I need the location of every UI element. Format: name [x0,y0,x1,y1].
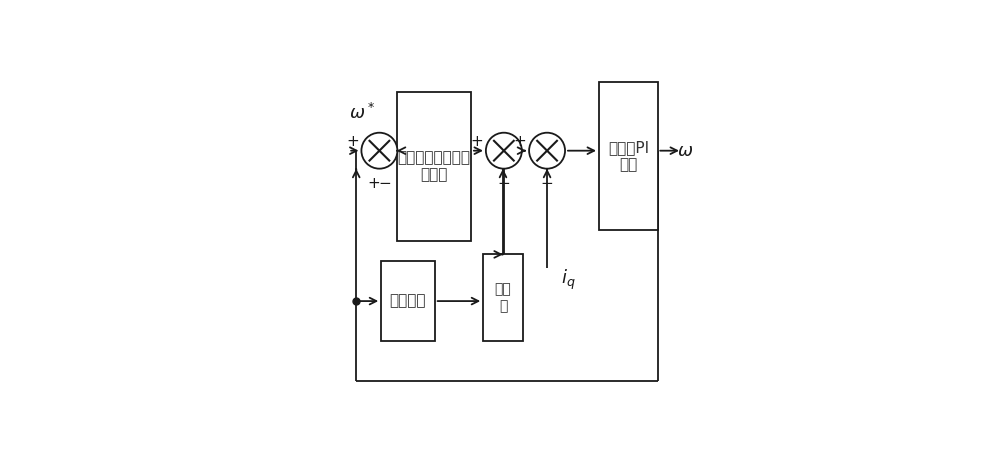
Bar [397,92,471,241]
Text: $i_q$: $i_q$ [561,268,575,292]
Text: +: + [368,176,380,190]
Text: $\omega^*$: $\omega^*$ [349,103,376,123]
Text: −: − [497,176,510,190]
Bar [381,261,435,341]
Circle shape [361,133,397,169]
Bar [599,82,658,230]
Bar [483,255,523,341]
Circle shape [486,133,522,169]
Text: −: − [378,176,391,190]
Text: +: + [346,134,359,149]
Text: +: + [514,134,526,149]
Text: −: − [541,176,553,190]
Text: 转速偏差: 转速偏差 [390,294,426,308]
Text: 电流环PI
调节: 电流环PI 调节 [608,140,649,172]
Text: 补偿
量: 补偿 量 [495,282,511,313]
Circle shape [529,133,565,169]
Text: $\omega$: $\omega$ [677,142,694,160]
Text: +: + [470,134,483,149]
Text: 高阶滑模非奇异终
端控制: 高阶滑模非奇异终 端控制 [397,150,470,182]
